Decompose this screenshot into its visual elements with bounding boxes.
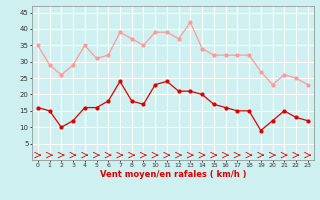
X-axis label: Vent moyen/en rafales ( km/h ): Vent moyen/en rafales ( km/h ) — [100, 170, 246, 179]
